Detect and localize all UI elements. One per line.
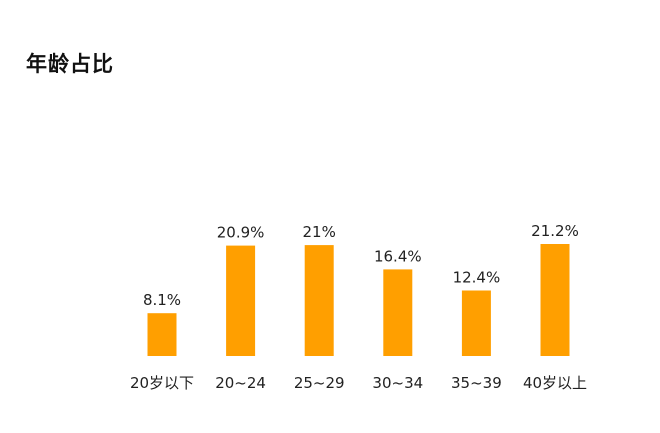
chart-title: 年龄占比	[26, 52, 114, 76]
x-tick-label: 25~29	[294, 374, 345, 392]
bar-value-label: 21.2%	[531, 222, 579, 240]
x-tick-label: 40岁以上	[523, 374, 587, 392]
bar-3	[383, 269, 413, 356]
bar-value-label: 21%	[303, 223, 336, 241]
bar-value-label: 12.4%	[453, 269, 501, 287]
bar-value-label: 16.4%	[374, 247, 422, 265]
bar-value-label: 20.9%	[217, 224, 265, 242]
bar-4	[461, 290, 491, 356]
bar-1	[226, 245, 256, 356]
bar-0	[147, 313, 177, 356]
x-tick-label: 35~39	[451, 374, 502, 392]
x-tick-label: 20岁以下	[130, 374, 194, 392]
bar-5	[540, 244, 570, 356]
x-tick-label: 20~24	[215, 374, 266, 392]
x-tick-label: 30~34	[372, 374, 423, 392]
bar-value-label: 8.1%	[143, 291, 181, 309]
bar-2	[304, 245, 334, 356]
